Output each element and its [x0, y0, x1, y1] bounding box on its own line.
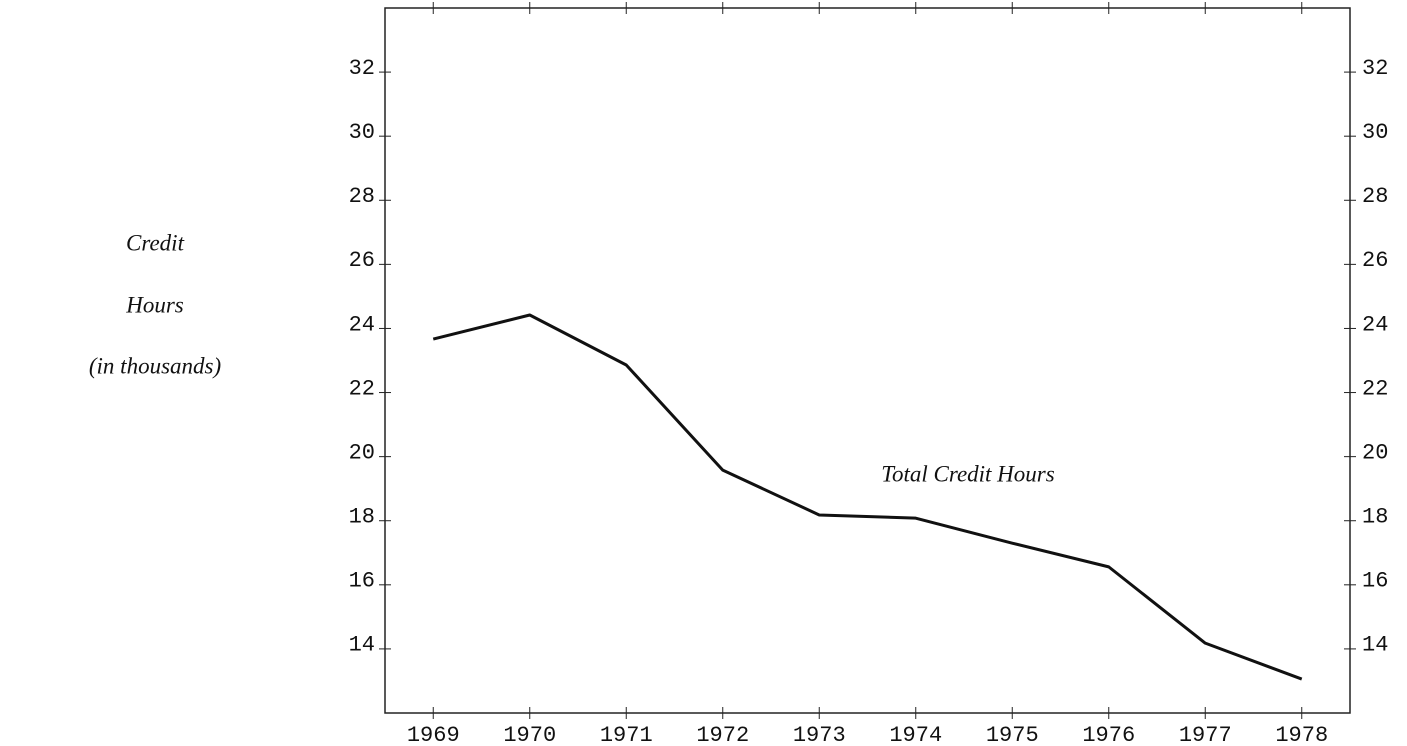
- data-line: [432, 313, 1303, 681]
- y-tick-label-right: 20: [1362, 440, 1388, 465]
- y-tick-label: 24: [349, 312, 375, 337]
- x-tick-label: 1970: [503, 723, 556, 746]
- x-tick-label: 1977: [1179, 723, 1232, 746]
- y-tick-label: 30: [349, 120, 375, 145]
- y-tick-label: 32: [349, 56, 375, 81]
- y-tick-label: 28: [349, 184, 375, 209]
- x-tick-label: 1974: [889, 723, 942, 746]
- y-tick-label: 18: [349, 505, 375, 530]
- y-tick-label-right: 16: [1362, 569, 1388, 594]
- y-tick-label: 20: [349, 440, 375, 465]
- y-tick-label-right: 30: [1362, 120, 1388, 145]
- y-tick-label-right: 28: [1362, 184, 1388, 209]
- y-axis-label: (in thousands): [89, 353, 221, 378]
- y-axis-label: Hours: [125, 292, 184, 317]
- y-tick-label-right: 18: [1362, 505, 1388, 530]
- x-tick-label: 1975: [986, 723, 1039, 746]
- x-tick-label: 1978: [1275, 723, 1328, 746]
- y-tick-label: 16: [349, 569, 375, 594]
- y-tick-label: 14: [349, 633, 375, 658]
- x-tick-label: 1972: [696, 723, 749, 746]
- x-tick-label: 1973: [793, 723, 846, 746]
- y-axis-label: Credit: [126, 230, 185, 255]
- x-tick-label: 1971: [600, 723, 653, 746]
- y-tick-label-right: 32: [1362, 56, 1388, 81]
- y-tick-label-right: 22: [1362, 376, 1388, 401]
- y-tick-label-right: 26: [1362, 248, 1388, 273]
- plot-frame: [384, 7, 1351, 714]
- x-tick-label: 1976: [1082, 723, 1135, 746]
- y-tick-label: 26: [349, 248, 375, 273]
- y-tick-label: 22: [349, 376, 375, 401]
- annotation: Total Credit Hours: [881, 461, 1054, 486]
- y-tick-label-right: 24: [1362, 312, 1388, 337]
- y-tick-label-right: 14: [1362, 633, 1388, 658]
- x-tick-label: 1969: [407, 723, 460, 746]
